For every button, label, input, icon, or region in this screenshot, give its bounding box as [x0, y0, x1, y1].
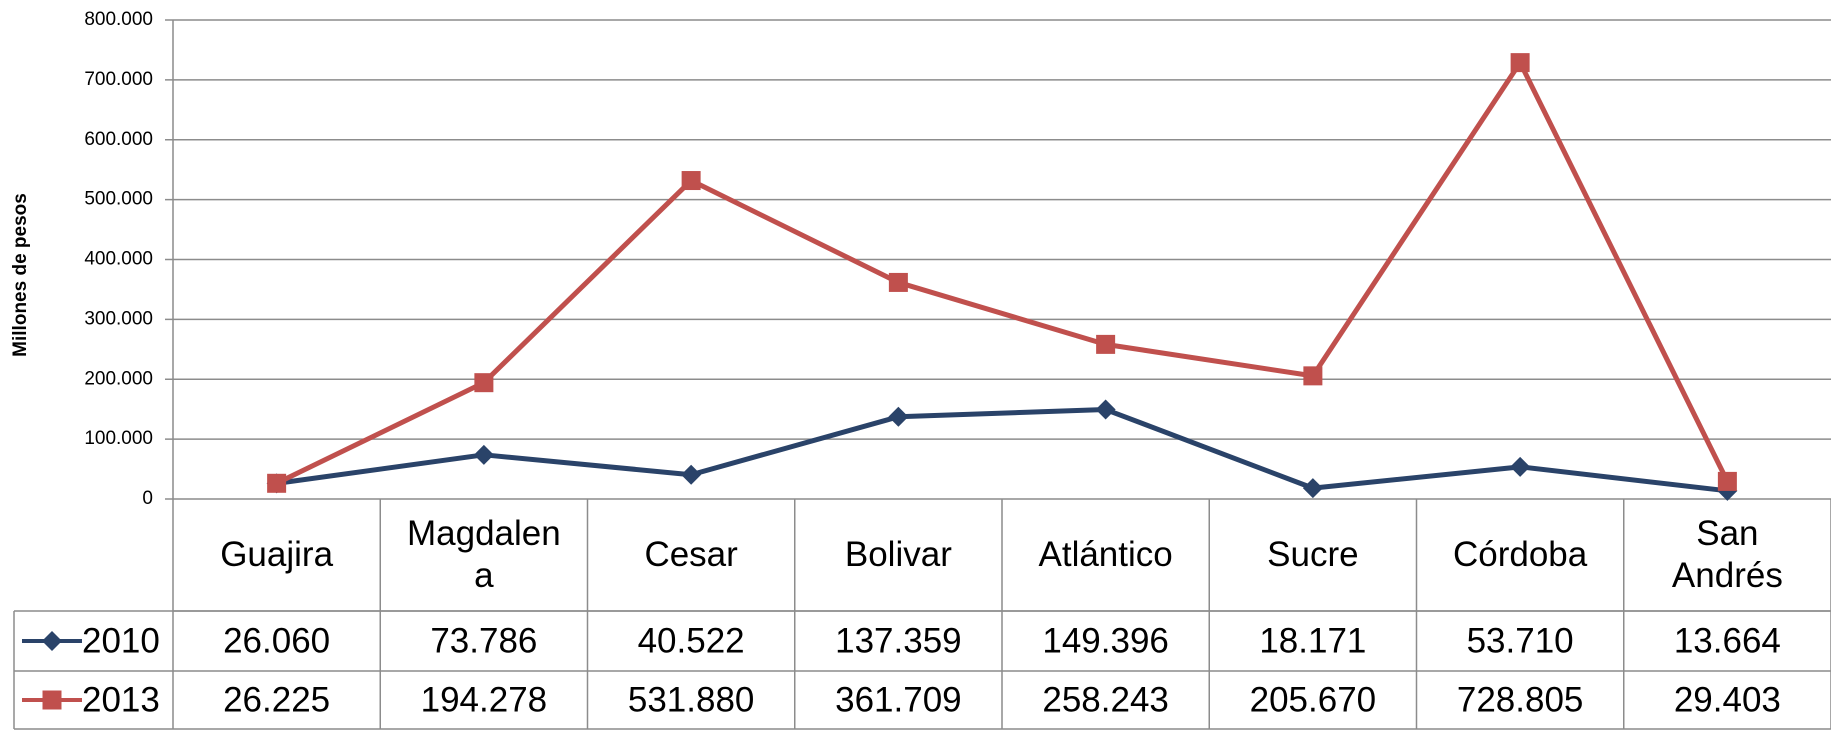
legend-label: 2013: [82, 680, 160, 719]
data-label: 531.880: [628, 680, 755, 719]
point: [1095, 399, 1116, 420]
series-line: [276, 407, 1728, 494]
x-tick-label: Cesar: [644, 535, 738, 574]
x-tick-label: Bolivar: [844, 535, 952, 574]
data-label: 258.243: [1042, 680, 1169, 719]
point: [1096, 334, 1116, 354]
y-tick-label: 700.000: [84, 69, 153, 90]
y-tick-label: 0: [142, 488, 153, 509]
point: [1302, 478, 1323, 499]
category-cell: Atlántico: [1038, 535, 1173, 574]
point: [681, 464, 702, 485]
data-label: 728.805: [1457, 680, 1584, 719]
y-tick-label: 600.000: [84, 129, 153, 150]
category-cell: Bolivar: [844, 535, 952, 574]
point: [888, 272, 908, 292]
x-tick-label: Atlántico: [1038, 535, 1173, 574]
point: [1717, 471, 1737, 491]
point: [1303, 366, 1323, 386]
category-cell: Magdalena: [407, 514, 561, 595]
x-tick-label: Córdoba: [1452, 535, 1588, 574]
y-tick-label: 300.000: [84, 308, 153, 329]
point: [474, 373, 494, 393]
data-label: 361.709: [835, 680, 962, 719]
data-label: 73.786: [430, 621, 537, 660]
category-cell: San Andrés: [1671, 514, 1783, 595]
category-cell: Guajira: [220, 535, 334, 574]
data-label: 53.710: [1467, 621, 1574, 660]
y-tick-label: 800.000: [84, 9, 153, 30]
legend-label: 2010: [82, 621, 160, 660]
x-tick-label: Magdalena: [407, 514, 561, 595]
data-label: 137.359: [835, 621, 962, 660]
x-tick-label: San Andrés: [1671, 514, 1783, 595]
point: [1510, 456, 1531, 477]
y-tick-label: 200.000: [84, 368, 153, 389]
y-tick-label: 100.000: [84, 428, 153, 449]
data-label: 149.396: [1042, 621, 1169, 660]
series-line: [275, 60, 1730, 486]
point: [42, 631, 62, 651]
point: [473, 444, 494, 465]
category-cell: Córdoba: [1452, 535, 1588, 574]
point: [888, 406, 909, 427]
point: [42, 690, 62, 710]
data-label: 13.664: [1674, 621, 1781, 660]
x-tick-label: Sucre: [1267, 535, 1359, 574]
data-label: 194.278: [421, 680, 548, 719]
data-label: 26.060: [223, 621, 330, 660]
x-tick-label: Guajira: [220, 535, 334, 574]
data-label: 205.670: [1250, 680, 1377, 719]
data-label: 40.522: [638, 621, 745, 660]
point: [267, 473, 287, 493]
data-label: 29.403: [1674, 680, 1781, 719]
y-tick-label: 400.000: [84, 249, 153, 270]
category-cell: Cesar: [644, 535, 738, 574]
y-axis-label: Millones de pesos: [10, 193, 31, 357]
data-label: 18.171: [1259, 621, 1366, 660]
point: [681, 171, 701, 191]
category-cell: Sucre: [1267, 535, 1359, 574]
point: [1510, 53, 1530, 73]
data-label: 26.225: [223, 680, 330, 719]
y-tick-label: 500.000: [84, 189, 153, 210]
